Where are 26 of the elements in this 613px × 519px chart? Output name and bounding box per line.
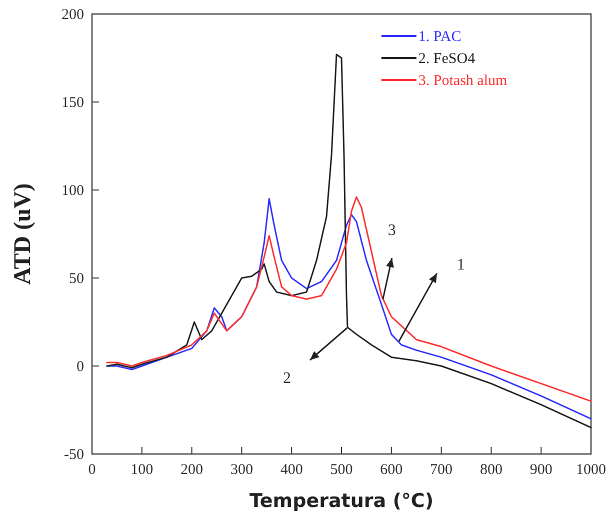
- x-tick-label: 700: [430, 462, 453, 478]
- x-tick-label: 400: [280, 462, 303, 478]
- legend-label: 1. PAC: [418, 29, 462, 45]
- x-tick-label: 900: [530, 462, 552, 478]
- x-tick-label: 200: [180, 462, 204, 478]
- line-series: [106, 54, 592, 428]
- x-tick-label: 100: [130, 462, 154, 478]
- legend-label: 3. Potash alum: [418, 73, 508, 89]
- annotation: 1: [456, 256, 465, 274]
- y-tick-label: 200: [62, 7, 84, 23]
- x-axis-title: Temperatura (°C): [249, 490, 434, 512]
- x-tick-label: 1000: [576, 462, 606, 478]
- x-tick-label: 600: [380, 462, 403, 478]
- legend-label: 2. FeSO4: [418, 51, 476, 67]
- annotation: 3: [388, 222, 396, 240]
- x-tick-label: 500: [330, 462, 353, 478]
- x-tick-label: 0: [88, 462, 96, 478]
- annotation: 2: [283, 370, 291, 387]
- y-tick-label: 100: [62, 183, 84, 199]
- x-tick-label: 300: [230, 462, 253, 478]
- y-tick-label: 150: [62, 95, 84, 111]
- y-tick-label: 0: [76, 359, 84, 375]
- y-tick-label: -50: [64, 447, 84, 463]
- y-tick-label: 50: [69, 271, 84, 287]
- x-tick-label: 800: [480, 462, 502, 478]
- y-axis-title: ATD (uV): [10, 183, 36, 285]
